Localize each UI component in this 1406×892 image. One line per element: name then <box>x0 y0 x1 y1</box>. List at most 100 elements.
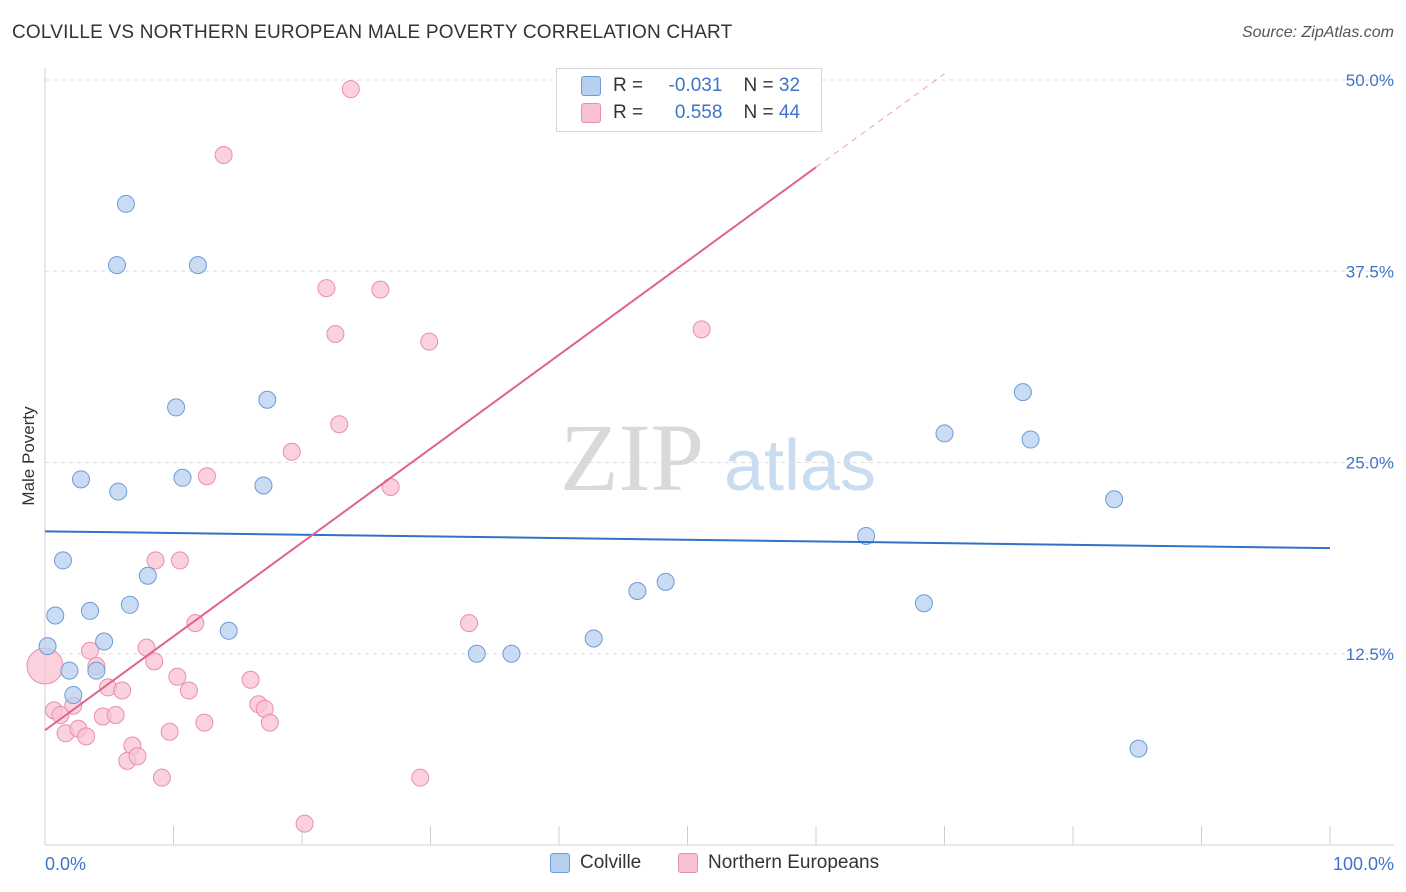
watermark-zip: ZIP <box>560 404 704 511</box>
colville-point <box>935 424 954 443</box>
grid <box>45 79 1394 655</box>
trendlines <box>44 73 1331 732</box>
northern-point <box>295 814 314 833</box>
northern-swatch <box>581 103 601 123</box>
colville-point <box>107 256 126 275</box>
colville-point <box>60 661 79 680</box>
series-legend-colville[interactable]: Colville <box>550 852 641 874</box>
northern-point <box>106 705 125 724</box>
y-axis-title: Male Poverty <box>19 406 38 506</box>
northern-point <box>145 652 164 671</box>
northern-point <box>170 551 189 570</box>
legend-row-northern: R = 0.558 N = 44 <box>581 100 800 126</box>
colville-point <box>46 606 65 625</box>
colville-point <box>173 468 192 487</box>
northern-point <box>371 280 390 299</box>
axes <box>44 68 1394 846</box>
northern-point <box>152 768 171 787</box>
northern-trendline-extension <box>815 73 945 168</box>
northern-point <box>460 614 479 633</box>
x-ticks <box>44 826 1331 845</box>
northern-europeans-points <box>26 80 711 833</box>
legend-n-label: N = <box>743 75 774 96</box>
x-tick-label-min: 0.0% <box>45 854 86 874</box>
northern-point <box>113 681 132 700</box>
colville-point <box>656 572 675 591</box>
northern-legend-swatch <box>678 853 698 873</box>
colville-trendline <box>44 530 1331 550</box>
colville-point <box>628 582 647 601</box>
northern-point <box>77 727 96 746</box>
northern-point <box>317 279 336 298</box>
series-legend-northern[interactable]: Northern Europeans <box>678 852 879 874</box>
colville-point <box>116 194 135 213</box>
y-tick-label: 12.5% <box>1346 645 1394 664</box>
colville-points <box>38 194 1148 758</box>
colville-point <box>95 632 114 651</box>
chart-title: COLVILLE VS NORTHERN EUROPEAN MALE POVER… <box>12 22 733 43</box>
colville-point <box>71 470 90 489</box>
colville-point <box>1129 739 1148 758</box>
colville-point <box>109 482 128 501</box>
colville-point <box>914 594 933 613</box>
legend-n-value: 32 <box>778 75 801 96</box>
northern-point <box>146 551 165 570</box>
x-tick-label-max: 100.0% <box>1333 854 1394 874</box>
y-tick-labels: 12.5% 25.0% 37.5% 50.0% <box>1346 71 1394 664</box>
legend-r-value: -0.031 <box>668 75 723 96</box>
northern-point <box>195 713 214 732</box>
northern-point <box>341 80 360 99</box>
colville-legend-swatch <box>550 853 570 873</box>
northern-point <box>128 747 147 766</box>
northern-point <box>197 467 216 486</box>
northern-point <box>51 705 70 724</box>
northern-point <box>186 614 205 633</box>
colville-point <box>502 644 521 663</box>
colville-point <box>584 629 603 648</box>
colville-point <box>1021 430 1040 449</box>
legend-r-label: R = <box>613 102 644 123</box>
northern-point <box>411 768 430 787</box>
northern-point <box>692 320 711 339</box>
colville-point <box>38 637 57 656</box>
colville-point <box>1105 490 1124 509</box>
colville-point <box>138 566 157 585</box>
northern-legend-label: Northern Europeans <box>708 852 880 873</box>
colville-point <box>254 476 273 495</box>
watermark-atlas: atlas <box>724 426 876 506</box>
colville-point <box>1013 383 1032 402</box>
northern-trendline <box>44 166 817 732</box>
colville-point <box>64 686 83 705</box>
colville-point <box>53 551 72 570</box>
legend-row-colville: R = -0.031 N = 32 <box>581 73 800 99</box>
northern-point <box>160 722 179 741</box>
northern-point <box>241 670 260 689</box>
northern-point <box>326 324 345 343</box>
northern-point <box>282 442 301 461</box>
y-tick-label: 25.0% <box>1346 454 1394 473</box>
colville-point <box>120 595 139 614</box>
colville-swatch <box>581 76 601 96</box>
legend-r-value: 0.558 <box>674 102 723 123</box>
colville-point <box>258 390 277 409</box>
colville-point <box>857 526 876 545</box>
colville-point <box>219 621 238 640</box>
legend-r-label: R = <box>613 75 644 96</box>
legend-n-label: N = <box>743 102 774 123</box>
colville-point <box>167 398 186 417</box>
northern-point <box>330 415 349 434</box>
northern-point <box>179 681 198 700</box>
colville-point <box>80 601 99 620</box>
source-label: Source: ZipAtlas.com <box>1241 24 1394 41</box>
colville-legend-label: Colville <box>580 852 642 873</box>
y-tick-label: 50.0% <box>1346 71 1394 90</box>
legend-n-value: 44 <box>778 102 801 123</box>
colville-point <box>188 256 207 275</box>
northern-point <box>260 713 279 732</box>
northern-point <box>214 145 233 164</box>
watermark: ZIP atlas <box>560 404 876 511</box>
series-legend: Colville Northern Europeans <box>0 852 1406 878</box>
colville-point <box>467 644 486 663</box>
northern-point <box>80 641 99 660</box>
